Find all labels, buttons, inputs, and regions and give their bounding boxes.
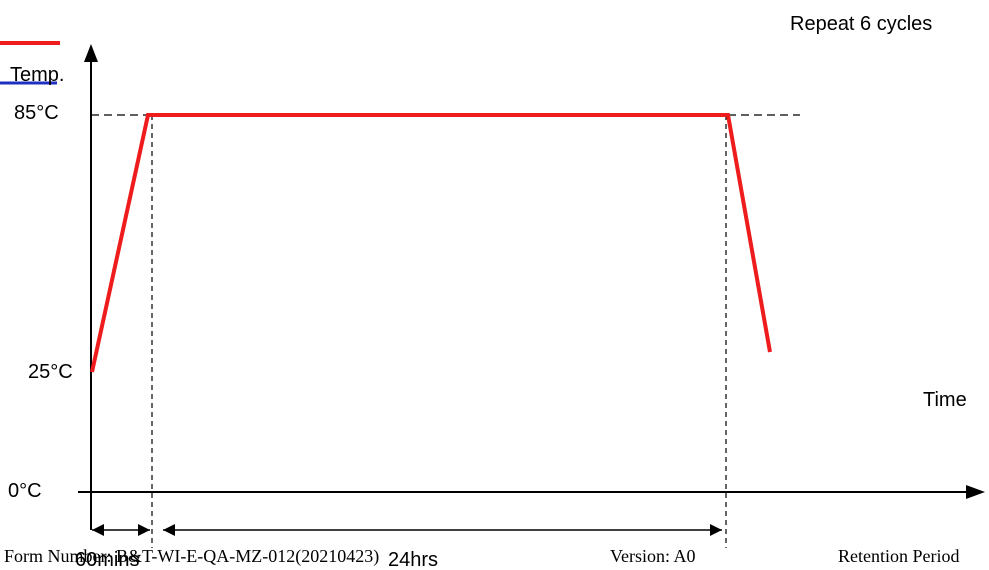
dwell-duration-label: 24hrs [388,549,438,570]
dwell-arrow-right-head [710,524,722,536]
footer-form-number: Form Number: B&T-WI-E-QA-MZ-012(20210423… [4,546,379,567]
y-axis-label: Temp. [10,64,64,86]
ramp-arrow-right-head [138,524,150,536]
temperature-profile-line [90,113,772,373]
footer-version: Version: A0 [610,546,696,566]
x-axis-arrow [966,485,985,499]
high-temp-label: 85°C [14,102,59,124]
ramp-duration-label: 60mins [75,549,139,570]
footer-retention: Retention Period [838,546,959,566]
ramp-arrow-left-head [92,524,104,536]
repeat-cycles-note: Repeat 6 cycles [790,13,932,35]
dwell-arrow-left-head [163,524,175,536]
low-temp-label: 25°C [28,361,73,383]
x-axis-label: Time [923,389,967,411]
zero-temp-label: 0°C [8,480,42,502]
y-axis-arrow [84,44,98,62]
